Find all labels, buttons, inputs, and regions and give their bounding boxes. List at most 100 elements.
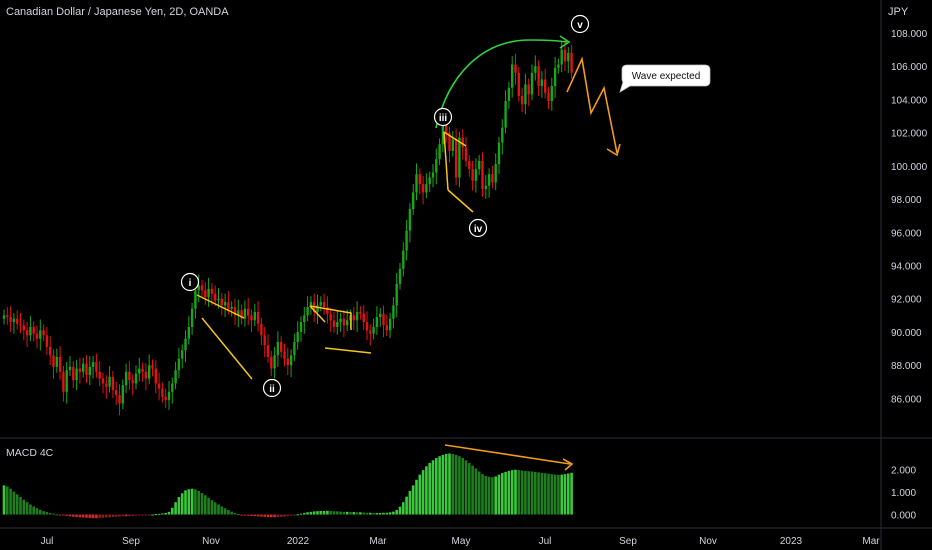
candle-body <box>91 361 95 367</box>
macd-bar <box>101 514 105 518</box>
macd-bar <box>428 462 431 515</box>
macd-bar <box>128 514 131 517</box>
time-tick-label: Nov <box>699 536 717 547</box>
macd-bar <box>448 453 451 515</box>
candle-body <box>408 209 412 231</box>
macd-bar <box>362 512 365 515</box>
candle-body <box>550 86 553 102</box>
macd-bar <box>286 514 290 517</box>
macd-bar <box>435 458 438 515</box>
macd-bar <box>12 491 16 515</box>
macd-bar <box>164 512 167 515</box>
wave-arc-arrow <box>435 39 568 129</box>
wave-label-iii: iii <box>439 113 448 124</box>
candle-body <box>181 350 184 359</box>
macd-bar <box>91 514 95 519</box>
macd-bar <box>88 514 92 518</box>
candle-body <box>263 335 266 346</box>
macd-bar <box>279 514 283 517</box>
macd-bar <box>359 512 362 515</box>
candle-body <box>95 361 98 372</box>
candle-body <box>115 390 118 396</box>
candle-body <box>22 325 25 331</box>
candle-body <box>517 72 520 97</box>
candle-body <box>421 184 425 193</box>
macd-bar <box>510 470 514 515</box>
macd-bar <box>306 512 309 515</box>
candle-body <box>260 323 263 336</box>
candle-body <box>352 315 355 321</box>
candle-body <box>431 172 435 178</box>
macd-bar <box>342 511 346 515</box>
macd-bar <box>293 514 296 516</box>
candle-body <box>233 307 237 316</box>
candle-body <box>144 371 148 379</box>
macd-bar <box>481 474 484 515</box>
macd-bar <box>405 496 408 515</box>
candle-body <box>355 312 359 321</box>
macd-bar <box>345 511 349 515</box>
macd-bar <box>114 514 118 517</box>
macd-bar <box>187 489 191 515</box>
macd-tick-label: 2.000 <box>891 466 916 477</box>
macd-bar <box>451 453 455 515</box>
candle-body <box>570 52 573 73</box>
macd-bar <box>184 490 187 515</box>
candle-body <box>557 64 560 68</box>
macd-bar <box>567 473 570 515</box>
macd-bar <box>514 469 517 515</box>
macd-bar <box>395 510 398 515</box>
arc-arrowhead <box>559 35 571 49</box>
macd-bar <box>6 486 9 515</box>
price-currency-label: JPY <box>888 6 909 18</box>
price-tick-label: 86.000 <box>891 394 922 405</box>
candle-body <box>210 288 214 294</box>
macd-bar <box>303 512 306 515</box>
wave-label-ii: ii <box>269 384 275 395</box>
macd-bar <box>171 507 174 515</box>
macd-bar <box>372 512 375 515</box>
macd-bar <box>332 511 336 515</box>
macd-bar <box>557 474 560 515</box>
candle-body <box>484 185 487 190</box>
macd-bar <box>134 514 138 516</box>
candle-body <box>372 326 375 334</box>
macd-bar <box>299 513 303 515</box>
candle-body <box>567 52 570 62</box>
chart-title: Canadian Dollar / Japanese Yen, 2D, OAND… <box>6 6 229 18</box>
macd-bar <box>15 494 19 515</box>
candle-body <box>2 315 6 319</box>
macd-bar <box>111 514 115 518</box>
candle-body <box>461 137 464 148</box>
macd-bar <box>378 512 382 515</box>
macd-bar <box>520 470 524 515</box>
macd-bar <box>58 514 62 516</box>
candle-body <box>385 325 388 331</box>
time-tick-label: 2022 <box>287 536 310 547</box>
candle-body <box>438 144 441 160</box>
candle-body <box>544 79 547 93</box>
candle-body <box>398 268 402 284</box>
candle-body <box>32 326 35 334</box>
macd-bar <box>243 514 247 516</box>
macd-bar <box>497 474 501 515</box>
candle-body <box>382 313 385 326</box>
macd-bar <box>349 512 352 515</box>
macd-bar <box>474 468 478 515</box>
candle-body <box>98 371 101 379</box>
candle-body <box>128 371 131 381</box>
candle-body <box>256 312 260 324</box>
candle-body <box>88 366 91 376</box>
candle-body <box>25 330 29 336</box>
macd-bar <box>507 470 511 515</box>
candle-body <box>72 366 75 381</box>
candle-body <box>491 174 494 183</box>
candle-body <box>560 49 563 65</box>
macd-bar <box>560 474 563 515</box>
candle-body <box>177 358 181 371</box>
macd-bar <box>22 499 26 515</box>
macd-bar <box>543 473 547 515</box>
macd-bar <box>385 512 389 515</box>
